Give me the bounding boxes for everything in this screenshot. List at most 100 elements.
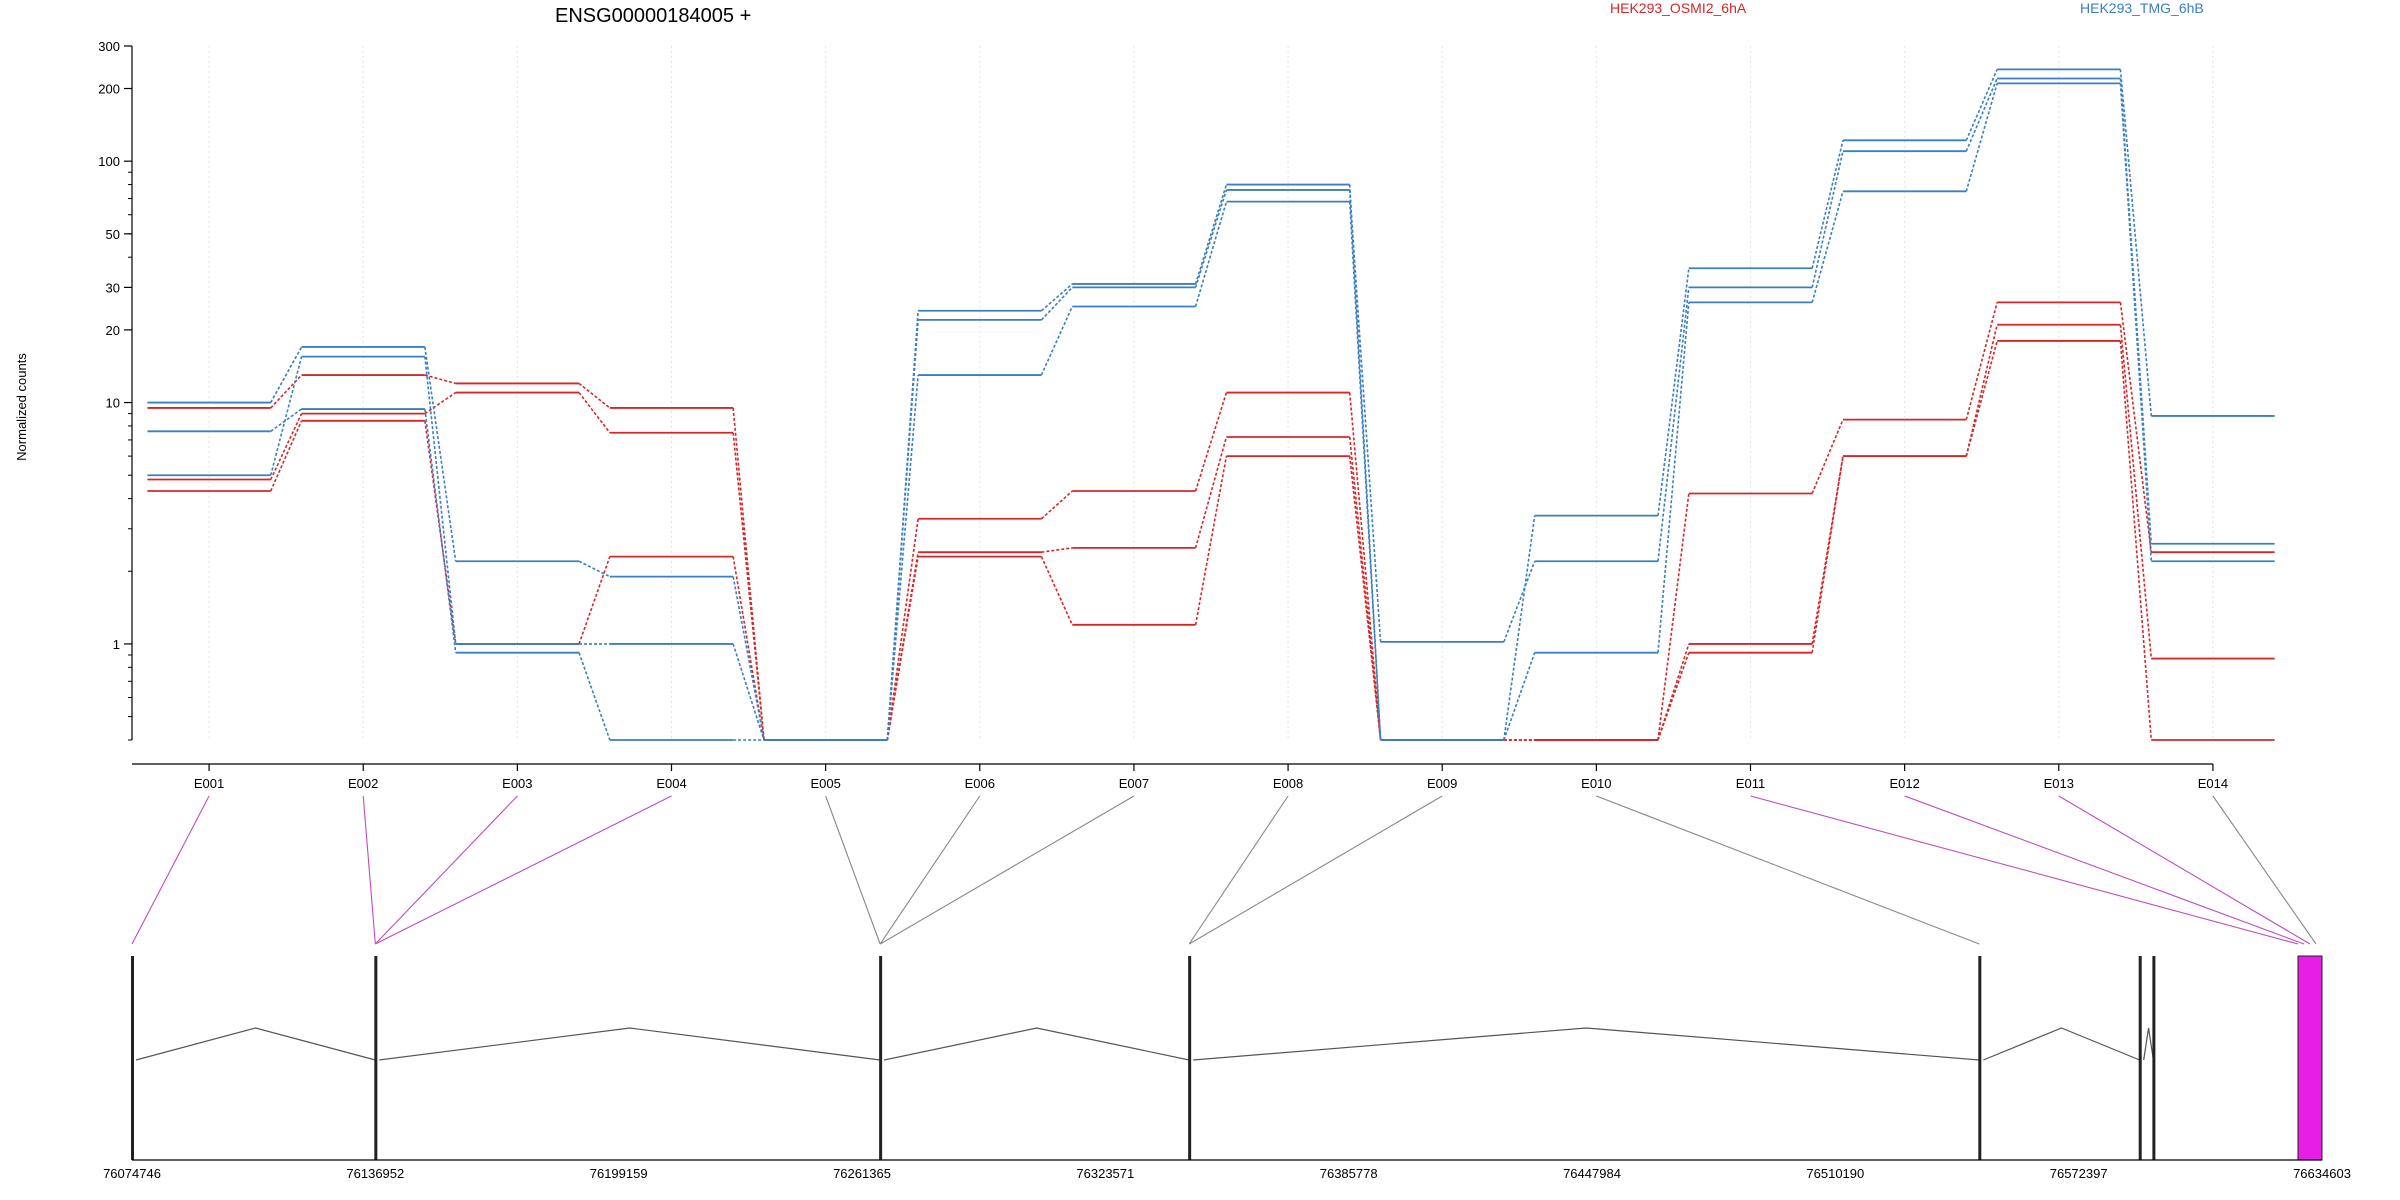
genomic-axis: 76074746 76136952 76199159 76261365 76323571… bbox=[103, 1159, 2351, 1181]
genomic-tick-label: 76199159 bbox=[590, 1166, 648, 1181]
series-connector bbox=[1040, 283, 1073, 312]
series-connector bbox=[1503, 515, 1536, 741]
intron-line bbox=[2143, 1027, 2154, 1061]
series-connector bbox=[269, 420, 303, 492]
y-tick-label: 30 bbox=[106, 280, 120, 295]
series-connector bbox=[732, 556, 765, 741]
series-connector bbox=[270, 408, 303, 432]
series-connector bbox=[1040, 286, 1073, 321]
genomic-tick-label: 76074746 bbox=[103, 1166, 161, 1181]
series-connector bbox=[1657, 493, 1690, 741]
series-connector bbox=[1040, 490, 1073, 520]
genomic-tick-label: 76572397 bbox=[2050, 1166, 2108, 1181]
exon-connectors bbox=[131, 795, 2317, 945]
series-connector bbox=[886, 374, 919, 741]
series-connector bbox=[732, 643, 765, 741]
exon-label: E012 bbox=[1889, 776, 1919, 791]
series-connector bbox=[2119, 69, 2153, 417]
series-connector bbox=[1194, 189, 1228, 288]
series-connector bbox=[424, 391, 457, 415]
y-axis: 1 10 20 30 50 100 200 300 bbox=[98, 39, 133, 741]
series-connector bbox=[578, 652, 611, 741]
series-connector bbox=[1657, 652, 1690, 741]
series-lines bbox=[147, 68, 2275, 741]
legend-entry-tmg: HEK293_TMG_6hB bbox=[2080, 0, 2204, 16]
exon-connector bbox=[1596, 795, 1980, 945]
intron-line bbox=[135, 1027, 376, 1061]
series-3 bbox=[147, 68, 2275, 741]
exon-label: E013 bbox=[2044, 776, 2074, 791]
series-connector bbox=[1965, 83, 1998, 192]
series-connector bbox=[578, 556, 611, 645]
exon-label: E002 bbox=[348, 776, 378, 791]
series-1 bbox=[147, 323, 2275, 741]
exon-connector bbox=[374, 795, 518, 945]
series-connector bbox=[1348, 189, 1382, 642]
series-connector bbox=[1041, 547, 1073, 553]
exon-connector bbox=[1904, 795, 2305, 945]
y-tick-label: 300 bbox=[98, 39, 120, 54]
series-connector bbox=[1348, 436, 1382, 741]
intron-line bbox=[884, 1027, 1190, 1061]
exon-connector bbox=[2212, 795, 2317, 945]
exon-label: E008 bbox=[1273, 776, 1303, 791]
y-tick-label: 50 bbox=[106, 227, 120, 242]
series-connector bbox=[732, 576, 765, 741]
intron-line bbox=[1193, 1027, 1980, 1061]
exon-label: E010 bbox=[1581, 776, 1611, 791]
series-5 bbox=[147, 82, 2275, 741]
series-connector bbox=[1965, 78, 1998, 152]
series-connector bbox=[269, 356, 303, 476]
series-connector bbox=[732, 407, 765, 741]
exon-label: E014 bbox=[2198, 776, 2228, 791]
y-tick-label: 20 bbox=[106, 323, 120, 338]
exon-connector bbox=[825, 795, 881, 945]
genomic-tick-label: 76510190 bbox=[1806, 1166, 1864, 1181]
series-connector bbox=[578, 560, 611, 578]
genomic-tick-label: 76447984 bbox=[1563, 1166, 1621, 1181]
exon-box bbox=[2138, 956, 2142, 1160]
exon-box bbox=[374, 956, 378, 1160]
series-connector bbox=[886, 319, 919, 741]
series-connector bbox=[1965, 69, 1998, 141]
y-tick-label: 200 bbox=[98, 82, 120, 97]
series-connector bbox=[1811, 419, 1844, 494]
series-connector bbox=[886, 556, 919, 741]
series-0 bbox=[147, 301, 2275, 741]
series-connector bbox=[1657, 302, 1690, 653]
series-connector bbox=[1657, 268, 1690, 516]
series-connector bbox=[1194, 436, 1228, 549]
series-connector bbox=[1194, 392, 1228, 492]
exon-connector bbox=[879, 795, 981, 945]
legend-entry-osmi2: HEK293_OSMI2_6hA bbox=[1610, 0, 1747, 16]
series-connector bbox=[270, 413, 303, 480]
genomic-tick-label: 76634603 bbox=[2293, 1166, 2351, 1181]
genomic-tick-label: 76136952 bbox=[346, 1166, 404, 1181]
series-connector bbox=[424, 420, 457, 645]
series-connector bbox=[1040, 306, 1074, 376]
series-connector bbox=[1811, 191, 1844, 303]
series-connector bbox=[732, 432, 765, 741]
exon-box bbox=[131, 956, 134, 1160]
exon-connector bbox=[362, 795, 376, 945]
genomic-tick-label: 76323571 bbox=[1076, 1166, 1134, 1181]
exon-label: E011 bbox=[1736, 776, 1765, 791]
series-connector bbox=[578, 382, 611, 409]
gene-model bbox=[131, 955, 2323, 1161]
series-connector bbox=[1040, 556, 1074, 626]
genomic-tick-label: 76385778 bbox=[1320, 1166, 1378, 1181]
series-connector bbox=[270, 374, 303, 409]
chart-title: ENSG00000184005 + bbox=[555, 5, 751, 27]
exon-label: E006 bbox=[965, 776, 995, 791]
exon-label: E001 bbox=[194, 776, 224, 791]
series-connector bbox=[424, 346, 457, 562]
series-connector bbox=[1657, 287, 1690, 562]
exon-box bbox=[1188, 956, 1192, 1160]
exon-box bbox=[2152, 956, 2156, 1160]
exon-label: E005 bbox=[810, 776, 840, 791]
series-connector bbox=[1348, 184, 1382, 741]
exon-box bbox=[879, 956, 883, 1160]
series-connector bbox=[1811, 455, 1844, 645]
exon-label: E007 bbox=[1119, 776, 1149, 791]
series-connector bbox=[2119, 324, 2153, 659]
